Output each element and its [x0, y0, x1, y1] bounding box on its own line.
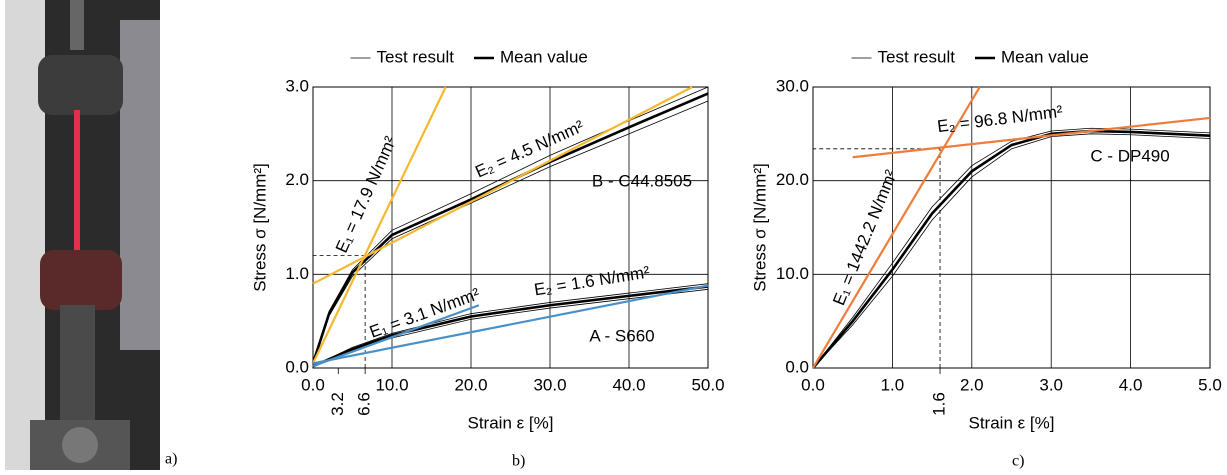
series-line	[312, 86, 447, 364]
y-axis-label: Stress σ [N/mm²]	[750, 163, 769, 292]
series-line	[812, 86, 981, 369]
x-tick-label: 50.0	[691, 375, 724, 394]
y-tick-label: 10.0	[776, 264, 809, 283]
x-tick-label: 1.0	[881, 375, 905, 394]
annotation: E₂ = 96.8 N/mm²	[936, 102, 1064, 136]
x-tick-label: 4.0	[1119, 375, 1143, 394]
photo	[5, 0, 160, 470]
marker-label: 1.6	[930, 392, 949, 416]
x-tick-label: 10.0	[375, 375, 408, 394]
legend-label: Mean value	[500, 47, 588, 66]
x-tick-label: 5.0	[1198, 375, 1222, 394]
x-tick-label: 40.0	[612, 375, 645, 394]
marker-label: 3.2	[328, 392, 347, 416]
series-line	[312, 283, 709, 367]
legend-label: Test result	[878, 47, 956, 66]
x-tick-label: 0.0	[801, 375, 825, 394]
series-line	[312, 284, 709, 365]
annotation: A - S660	[589, 326, 654, 345]
y-tick-label: 3.0	[285, 76, 309, 95]
x-axis-label: Strain ε [%]	[969, 413, 1055, 432]
y-tick-label: 1.0	[285, 264, 309, 283]
series-line	[312, 304, 480, 368]
series-line	[812, 133, 1211, 369]
y-tick-label: 20.0	[776, 170, 809, 189]
x-axis-label: Strain ε [%]	[468, 413, 554, 432]
legend-label: Test result	[377, 47, 455, 66]
annotation: C - DP490	[1090, 146, 1169, 165]
x-tick-label: 0.0	[301, 375, 325, 394]
reference-line	[813, 148, 941, 368]
series-line	[852, 116, 1211, 159]
panel-label: c)	[1012, 453, 1024, 470]
y-tick-label: 2.0	[285, 170, 309, 189]
x-tick-label: 30.0	[533, 375, 566, 394]
marker-label: 6.6	[355, 392, 374, 416]
series-line	[812, 127, 1211, 369]
series-line	[311, 92, 709, 364]
legend-label: Mean value	[1001, 47, 1089, 66]
y-tick-label: 30.0	[776, 76, 809, 95]
series-line	[312, 86, 693, 285]
y-tick-label: 0.0	[285, 357, 309, 376]
x-tick-label: 2.0	[960, 375, 984, 394]
y-axis-label: Stress σ [N/mm²]	[250, 163, 269, 292]
x-tick-label: 3.0	[1039, 375, 1063, 394]
panel-label: b)	[512, 453, 525, 470]
series-line	[812, 129, 1211, 369]
panel-label: a)	[165, 451, 177, 468]
series-line	[312, 285, 709, 368]
y-tick-label: 0.0	[785, 357, 809, 376]
annotation: E₂ = 1.6 N/mm²	[533, 262, 652, 299]
annotation: B - C44.8505	[592, 171, 692, 190]
x-tick-label: 20.0	[454, 375, 487, 394]
